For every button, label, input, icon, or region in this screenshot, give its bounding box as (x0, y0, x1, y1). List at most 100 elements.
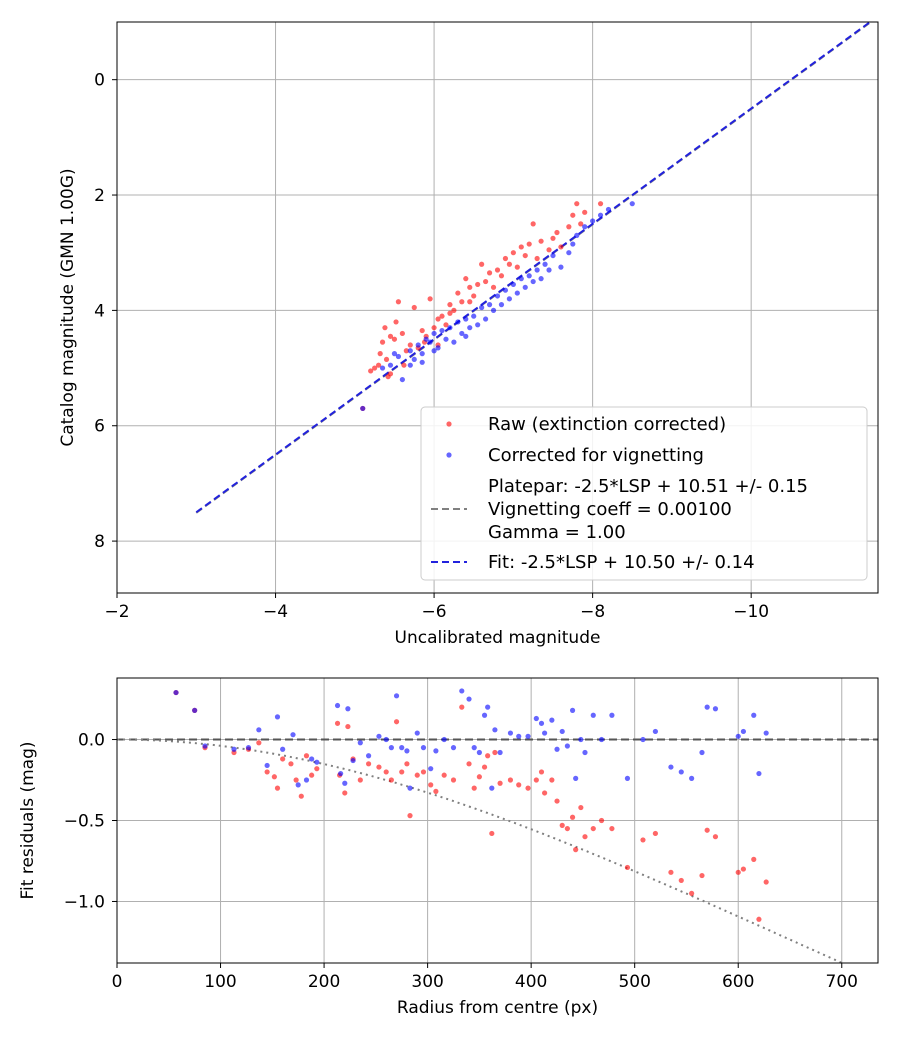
top-point-corrected-6 (407, 348, 413, 354)
bot-point-corrected-72 (756, 770, 762, 777)
top-point-raw-38 (494, 267, 501, 273)
top-point-corrected-17 (451, 339, 457, 345)
bot-point-raw-12 (298, 793, 304, 799)
top-point-raw-10 (391, 336, 398, 342)
top-y-axis-title: Catalog magnitude (GMN 1.00G) (58, 168, 78, 446)
bot-point-raw-65 (668, 869, 674, 875)
top-point-raw-35 (483, 278, 489, 285)
bot-point-raw-31 (420, 769, 427, 775)
bot-point-raw-23 (376, 764, 382, 770)
bot-point-corrected-4 (245, 745, 252, 751)
top-point-raw-11 (393, 319, 399, 325)
bot-xtick-label-2: 200 (308, 972, 340, 992)
top-ytick-label-3: 6 (94, 417, 105, 437)
bot-point-raw-59 (590, 825, 596, 832)
bot-point-corrected-18 (350, 757, 356, 764)
bot-ytick-label-2: −1.0 (64, 892, 105, 912)
top-point-corrected-14 (439, 327, 445, 334)
bot-point-corrected-56 (582, 749, 588, 756)
top-point-raw-37 (490, 284, 497, 290)
top-point-raw-26 (447, 302, 453, 308)
bot-point-corrected-71 (751, 712, 757, 718)
bot-point-corrected-35 (466, 696, 472, 702)
bot-point-raw-47 (525, 785, 531, 791)
bot-point-corrected-9 (290, 732, 296, 738)
bot-point-raw-53 (559, 822, 565, 828)
bot-point-corrected-61 (640, 736, 646, 743)
top-point-corrected-52 (431, 348, 437, 354)
top-point-raw-28 (455, 290, 461, 296)
bot-point-corrected-38 (481, 712, 488, 718)
top-point-corrected-40 (542, 261, 548, 267)
top-point-corrected-55 (407, 362, 413, 368)
bot-point-corrected-45 (525, 733, 531, 739)
top-point-corrected-35 (522, 284, 528, 290)
top-point-corrected-50 (605, 206, 612, 213)
top-point-raw-48 (534, 255, 540, 262)
bot-point-raw-63 (640, 837, 646, 843)
bot-point-corrected-32 (441, 736, 447, 743)
bot-point-corrected-22 (383, 736, 389, 743)
bot-point-corrected-73 (763, 730, 769, 736)
top-ytick-label-4: 8 (94, 532, 105, 552)
top-xtick-label-3: −8 (580, 602, 605, 622)
top-point-corrected-4 (395, 353, 402, 360)
top-x-axis-title: Uncalibrated magnitude (395, 628, 601, 648)
top-point-raw-42 (510, 250, 516, 256)
bot-point-raw-50 (542, 790, 548, 796)
bot-point-corrected-68 (712, 706, 719, 712)
bot-point-raw-14 (309, 772, 315, 778)
top-point-corrected-19 (459, 330, 465, 337)
top-point-raw-57 (578, 221, 584, 227)
bot-point-corrected-28 (414, 730, 420, 736)
top-point-corrected-1 (379, 365, 386, 371)
top-point-corrected-38 (534, 267, 540, 273)
bot-point-raw-43 (492, 749, 498, 756)
bot-point-corrected-17 (345, 706, 351, 712)
bot-point-corrected-42 (497, 749, 503, 756)
top-lines (195, 22, 873, 514)
bot-point-raw-74 (756, 916, 762, 922)
top-point-raw-34 (479, 261, 485, 267)
top-point-corrected-18 (455, 319, 461, 325)
top-point-corrected-7 (411, 356, 417, 363)
bot-point-raw-11 (293, 777, 299, 783)
top-point-raw-60 (447, 310, 453, 316)
top-point-corrected-0 (360, 405, 366, 412)
top-point-corrected-43 (558, 264, 564, 270)
top-point-raw-56 (574, 201, 580, 207)
bot-point-raw-71 (735, 869, 741, 875)
top-point-raw-16 (411, 304, 417, 311)
top-point-raw-44 (518, 244, 524, 250)
top-point-raw-47 (530, 221, 536, 227)
top-point-raw-2 (372, 365, 378, 371)
top-point-corrected-47 (582, 224, 588, 230)
bot-point-raw-75 (763, 879, 769, 885)
top-point-corrected-37 (530, 278, 536, 285)
top-point-corrected-5 (399, 376, 405, 383)
top-point-corrected-33 (514, 290, 520, 296)
bot-point-corrected-57 (590, 712, 596, 718)
bot-xtick-label-6: 600 (722, 972, 754, 992)
bot-point-corrected-60 (624, 775, 631, 781)
top-point-raw-18 (419, 327, 425, 334)
top-point-raw-58 (582, 209, 588, 215)
top-point-corrected-30 (502, 287, 509, 293)
top-point-corrected-28 (494, 293, 501, 299)
bot-xtick-label-3: 300 (411, 972, 443, 992)
bot-point-raw-32 (428, 782, 434, 788)
bot-point-raw-60 (598, 817, 605, 824)
legend-marker-raw (446, 421, 452, 427)
bot-point-corrected-54 (573, 775, 579, 781)
bot-point-corrected-26 (404, 748, 410, 754)
top-point-corrected-29 (498, 302, 505, 308)
bot-point-corrected-16 (342, 780, 348, 786)
top-point-corrected-22 (471, 313, 477, 319)
bot-point-corrected-29 (420, 745, 427, 751)
top-point-corrected-3 (391, 351, 398, 357)
fit-line (195, 22, 872, 514)
bot-point-raw-73 (751, 856, 757, 862)
bot-point-raw-70 (712, 834, 719, 840)
top-point-raw-32 (471, 293, 477, 299)
bot-point-corrected-12 (309, 756, 315, 762)
